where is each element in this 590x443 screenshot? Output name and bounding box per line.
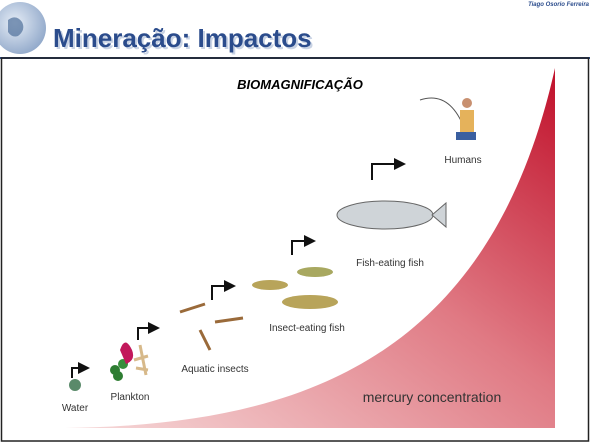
stage-label: Fish-eating fish [356,258,424,269]
slide: Mineração: Impactos Mineração: Impactos … [0,0,590,443]
fish-large [337,201,433,229]
water-drop [69,379,81,391]
title: Mineração: Impactos [53,23,312,53]
plankton [113,371,123,381]
human-legs [456,132,476,140]
subtitle: BIOMAGNIFICAÇÃO [237,77,363,92]
stage-label: Insect-eating fish [269,323,345,334]
stage-label: Water [62,403,89,414]
human [460,110,474,132]
gradient-label: mercury concentration [363,389,502,405]
human-head [462,98,472,108]
stage-label: Plankton [111,392,150,403]
fish-small [282,295,338,309]
fish-small [252,280,288,290]
stage-label: Aquatic insects [181,364,248,375]
stage-label: Humans [444,155,481,166]
fish-small [297,267,333,277]
author: Tiago Osorio Ferreira [528,2,590,8]
